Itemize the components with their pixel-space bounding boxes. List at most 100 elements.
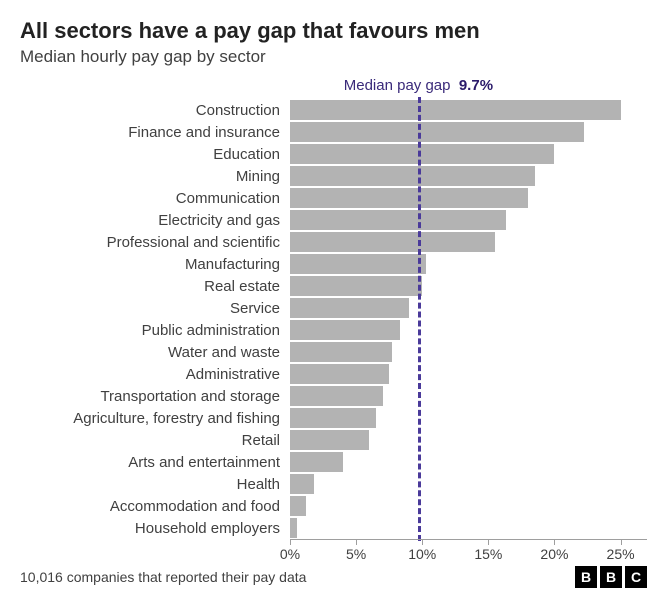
category-label: Retail <box>20 432 290 449</box>
bar <box>290 430 369 450</box>
chart-footer: 10,016 companies that reported their pay… <box>20 566 647 588</box>
category-label: Real estate <box>20 278 290 295</box>
bar-row: Public administration <box>20 319 647 341</box>
bar-row: Electricity and gas <box>20 209 647 231</box>
category-label: Health <box>20 476 290 493</box>
category-label: Professional and scientific <box>20 234 290 251</box>
bar-cell <box>290 275 647 297</box>
bar-row: Transportation and storage <box>20 385 647 407</box>
median-annotation-text: Median pay gap <box>344 77 451 94</box>
category-label: Arts and entertainment <box>20 454 290 471</box>
category-label: Transportation and storage <box>20 388 290 405</box>
bar <box>290 386 383 406</box>
bar <box>290 364 389 384</box>
bar <box>290 496 306 516</box>
bar <box>290 232 495 252</box>
x-tick <box>356 539 357 545</box>
chart-subtitle: Median hourly pay gap by sector <box>20 47 647 67</box>
chart-title: All sectors have a pay gap that favours … <box>20 18 647 43</box>
category-label: Water and waste <box>20 344 290 361</box>
bar <box>290 122 584 142</box>
category-label: Accommodation and food <box>20 498 290 515</box>
logo-block: B <box>575 566 597 588</box>
bar <box>290 474 314 494</box>
bar-row: Administrative <box>20 363 647 385</box>
bar-row: Arts and entertainment <box>20 451 647 473</box>
bar <box>290 254 426 274</box>
x-tick-label: 25% <box>607 546 635 562</box>
x-tick-label: 5% <box>346 546 366 562</box>
x-tick-label: 10% <box>408 546 436 562</box>
category-label: Manufacturing <box>20 256 290 273</box>
bar-row: Accommodation and food <box>20 495 647 517</box>
bar-cell <box>290 187 647 209</box>
bar <box>290 166 535 186</box>
bar-cell <box>290 297 647 319</box>
bar-cell <box>290 429 647 451</box>
source-text: 10,016 companies that reported their pay… <box>20 569 306 585</box>
category-label: Public administration <box>20 322 290 339</box>
bar-cell <box>290 517 647 539</box>
bar <box>290 276 422 296</box>
category-label: Household employers <box>20 520 290 537</box>
x-axis-line <box>290 539 647 540</box>
bar <box>290 298 409 318</box>
category-label: Service <box>20 300 290 317</box>
x-tick <box>422 539 423 545</box>
bar <box>290 342 392 362</box>
bar <box>290 144 554 164</box>
bar-cell <box>290 451 647 473</box>
bar-row: Service <box>20 297 647 319</box>
bar-chart: Construction Finance and insurance Educati… <box>20 99 647 539</box>
x-tick-label: 20% <box>540 546 568 562</box>
bar-cell <box>290 99 647 121</box>
bar-row: Household employers <box>20 517 647 539</box>
bar-row: Communication <box>20 187 647 209</box>
bar-cell <box>290 385 647 407</box>
bar-row: Health <box>20 473 647 495</box>
category-label: Construction <box>20 102 290 119</box>
category-label: Finance and insurance <box>20 124 290 141</box>
x-tick <box>554 539 555 545</box>
category-label: Administrative <box>20 366 290 383</box>
category-label: Education <box>20 146 290 163</box>
bar-row: Real estate <box>20 275 647 297</box>
bar-cell <box>290 363 647 385</box>
category-label: Electricity and gas <box>20 212 290 229</box>
bar-cell <box>290 143 647 165</box>
bar <box>290 188 528 208</box>
x-tick <box>621 539 622 545</box>
bar <box>290 320 400 340</box>
bar <box>290 210 506 230</box>
bar-row: Construction <box>20 99 647 121</box>
bar-row: Education <box>20 143 647 165</box>
bar-cell <box>290 341 647 363</box>
bar-cell <box>290 319 647 341</box>
chart-container: All sectors have a pay gap that favours … <box>0 0 667 602</box>
bar-cell <box>290 407 647 429</box>
bar-row: Finance and insurance <box>20 121 647 143</box>
bar-row: Retail <box>20 429 647 451</box>
bar <box>290 518 297 538</box>
bar-cell <box>290 231 647 253</box>
bar-cell <box>290 165 647 187</box>
category-label: Agriculture, forestry and fishing <box>20 410 290 427</box>
x-axis: 0%5%10%15%20%25% <box>290 539 647 565</box>
logo-block: C <box>625 566 647 588</box>
x-tick <box>290 539 291 545</box>
median-annotation: Median pay gap 9.7% <box>344 77 493 94</box>
bar-cell <box>290 495 647 517</box>
bar-row: Water and waste <box>20 341 647 363</box>
bar <box>290 452 343 472</box>
bar-cell <box>290 253 647 275</box>
logo-block: B <box>600 566 622 588</box>
category-label: Mining <box>20 168 290 185</box>
bar-row: Manufacturing <box>20 253 647 275</box>
bar <box>290 408 376 428</box>
bar-row: Agriculture, forestry and fishing <box>20 407 647 429</box>
bar <box>290 100 621 120</box>
bbc-logo: BBC <box>575 566 647 588</box>
category-label: Communication <box>20 190 290 207</box>
bar-cell <box>290 121 647 143</box>
x-tick <box>488 539 489 545</box>
